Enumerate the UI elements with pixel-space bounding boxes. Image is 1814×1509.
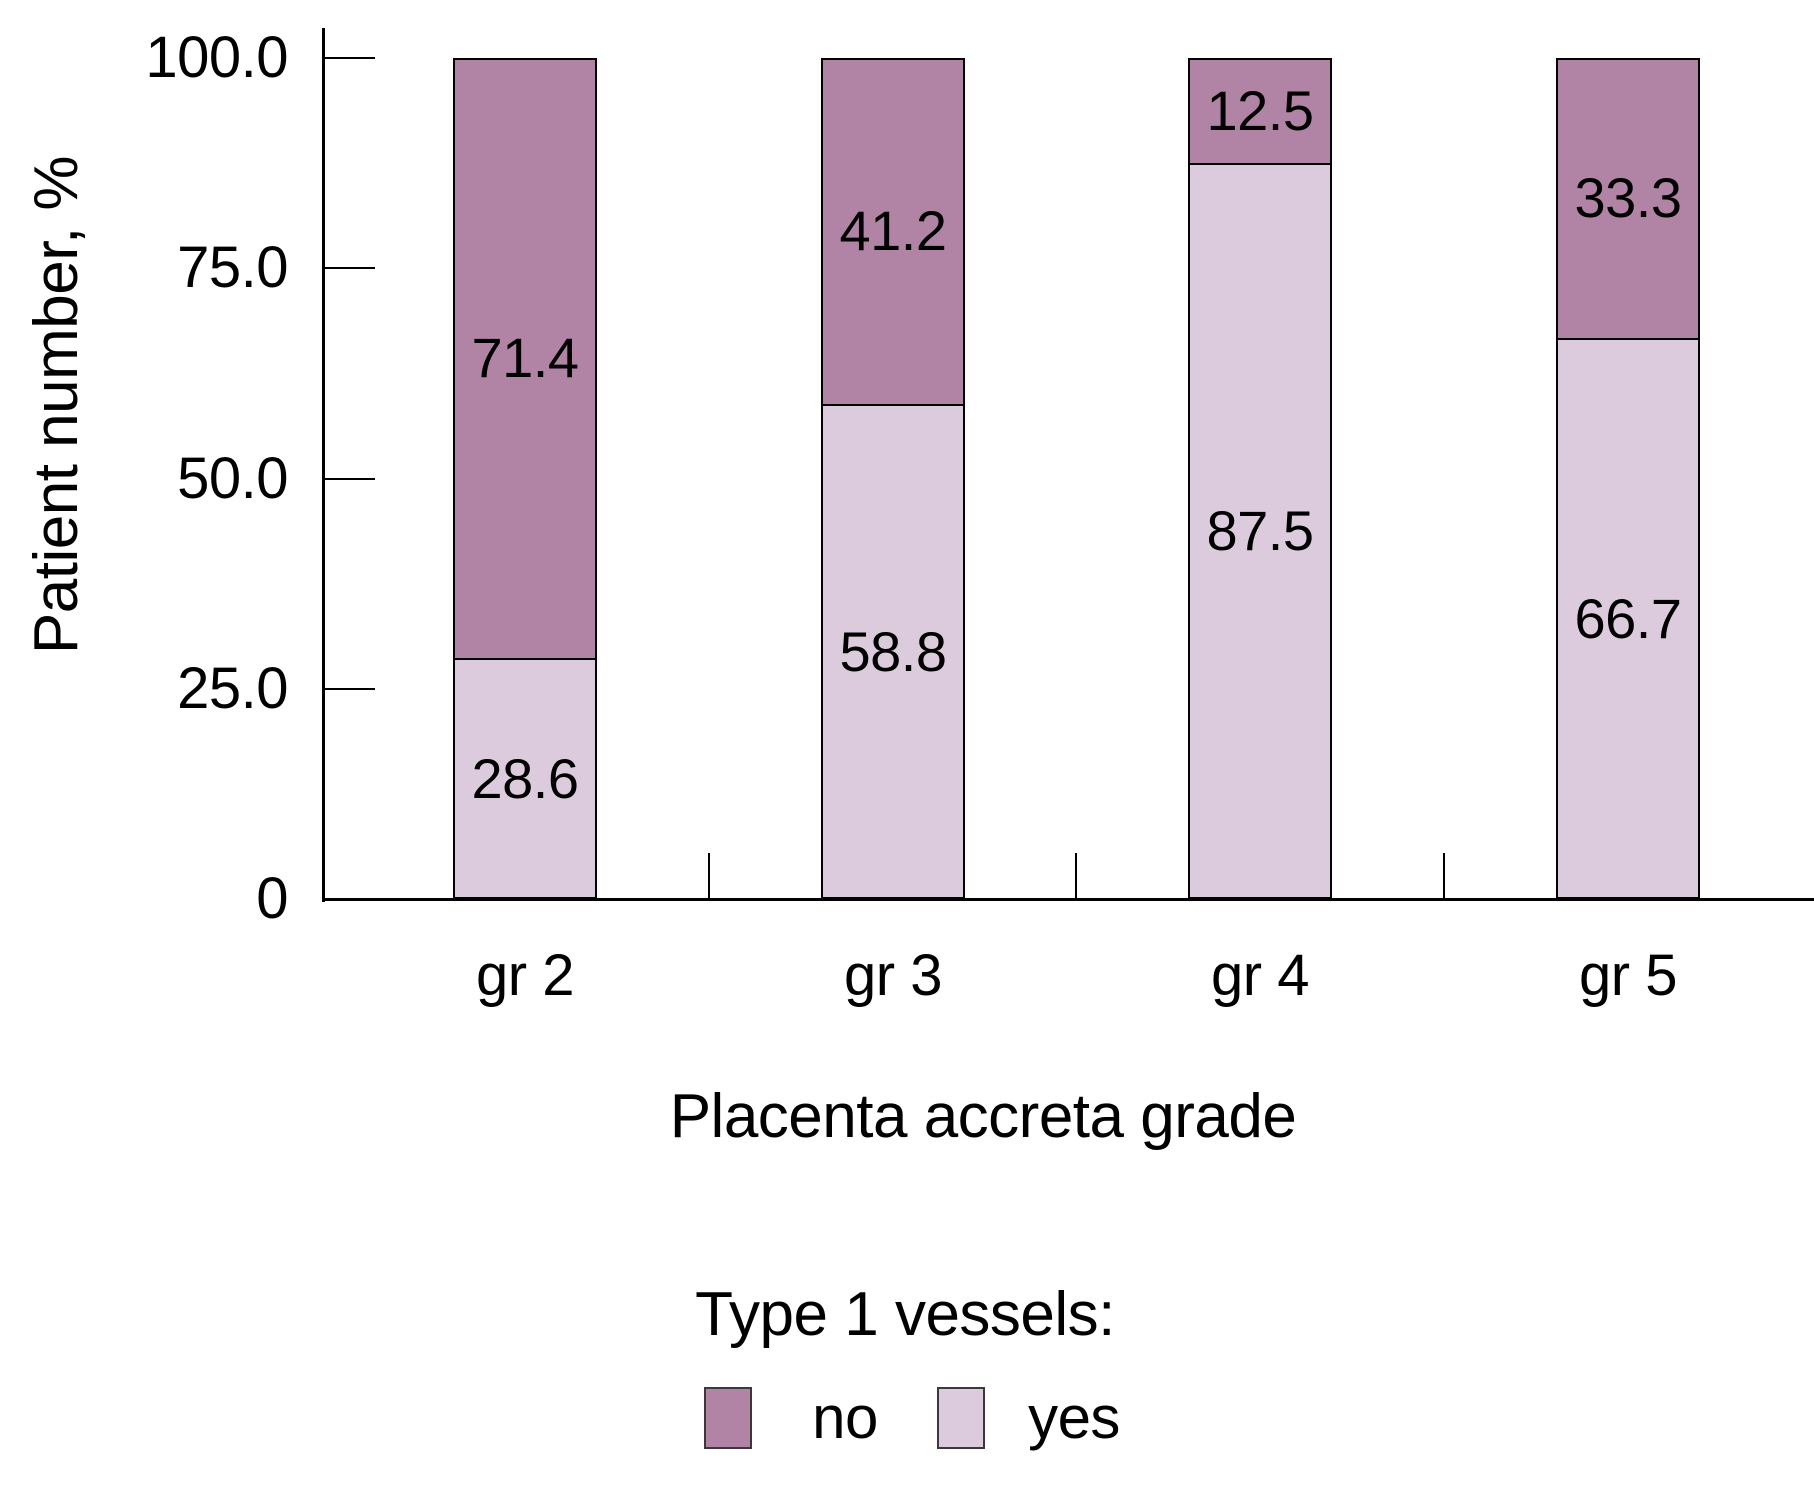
legend-swatch-yes [937,1387,985,1449]
bar-value-label: 66.7 [1574,586,1683,650]
bar-value-label: 28.6 [471,746,580,810]
y-tick-mark [325,687,375,690]
y-tick-mark [325,57,375,59]
y-axis-title: Patient number, % [22,155,91,655]
y-tick-label: 25.0 [177,655,288,721]
bar-segment-no [453,58,597,659]
legend-swatch-no [704,1387,752,1449]
y-axis-line [322,28,325,902]
x-minor-tick-mark [1075,853,1077,899]
legend-label-yes: yes [1028,1384,1120,1451]
bar-value-label: 87.5 [1206,499,1315,563]
y-tick-label: 0 [256,866,288,931]
y-tick-mark [325,477,375,480]
x-category-label: gr 5 [1579,943,1677,1008]
x-category-label: gr 2 [476,943,574,1008]
x-minor-tick-mark [708,853,710,899]
x-category-label: gr 4 [1211,943,1309,1008]
bar-segment-no [1556,58,1700,339]
bar-segment-yes [821,404,965,899]
bar-value-label: 12.5 [1206,78,1315,142]
x-minor-tick-mark [1443,853,1445,899]
y-tick-mark [325,267,375,270]
bar-value-label: 71.4 [471,326,580,390]
x-axis-title: Placenta accreta grade [669,1082,1297,1151]
legend-label-no: no [812,1384,878,1451]
y-tick-label: 50.0 [177,445,288,511]
x-category-label: gr 3 [844,943,942,1008]
legend-title: Type 1 vessels: [695,1280,1115,1349]
y-tick-label: 75.0 [177,235,288,301]
bar-value-label: 58.8 [839,619,948,683]
y-tick-label: 100.0 [145,25,288,90]
bar-segment-yes [1188,163,1332,899]
bar-value-label: 41.2 [839,199,948,263]
bar-value-label: 33.3 [1574,166,1683,230]
bar-segment-yes [453,658,597,899]
bar-segment-no [821,58,965,405]
x-axis-line [322,898,1814,901]
bar-segment-no [1188,58,1332,164]
bar-segment-yes [1556,338,1700,899]
